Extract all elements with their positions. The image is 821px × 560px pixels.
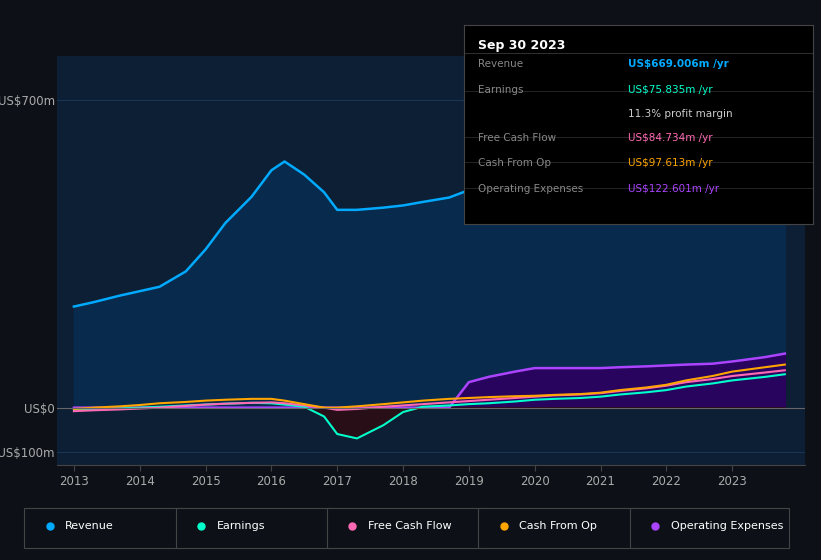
Text: Revenue: Revenue: [478, 59, 523, 69]
Text: US$122.601m /yr: US$122.601m /yr: [628, 184, 719, 194]
Text: Earnings: Earnings: [478, 85, 523, 95]
Text: 11.3% profit margin: 11.3% profit margin: [628, 109, 732, 119]
FancyBboxPatch shape: [176, 508, 335, 548]
Text: US$75.835m /yr: US$75.835m /yr: [628, 85, 713, 95]
Text: US$669.006m /yr: US$669.006m /yr: [628, 59, 728, 69]
Text: Sep 30 2023: Sep 30 2023: [478, 39, 565, 52]
Text: Operating Expenses: Operating Expenses: [478, 184, 583, 194]
FancyBboxPatch shape: [327, 508, 486, 548]
Text: Cash From Op: Cash From Op: [519, 521, 597, 531]
Text: US$84.734m /yr: US$84.734m /yr: [628, 133, 713, 143]
Text: Cash From Op: Cash From Op: [478, 158, 551, 169]
FancyBboxPatch shape: [630, 508, 789, 548]
FancyBboxPatch shape: [25, 508, 184, 548]
FancyBboxPatch shape: [479, 508, 637, 548]
Text: Free Cash Flow: Free Cash Flow: [368, 521, 452, 531]
Text: Operating Expenses: Operating Expenses: [671, 521, 783, 531]
Text: Free Cash Flow: Free Cash Flow: [478, 133, 556, 143]
Text: US$97.613m /yr: US$97.613m /yr: [628, 158, 713, 169]
Text: Revenue: Revenue: [66, 521, 114, 531]
Text: Earnings: Earnings: [217, 521, 265, 531]
